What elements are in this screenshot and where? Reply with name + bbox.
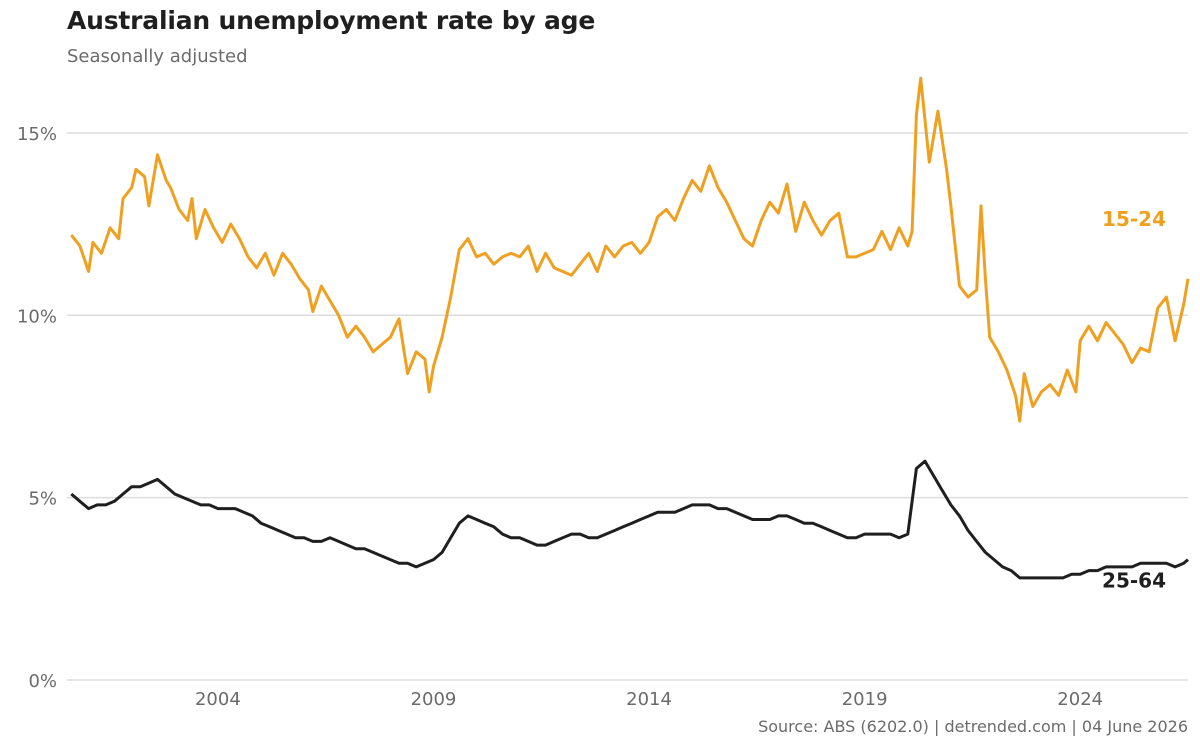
- series-lines: [70, 76, 1190, 580]
- x-axis-ticks: 2004 2009 2014 2019 2024: [195, 689, 1103, 710]
- x-tick-label: 2019: [842, 689, 888, 710]
- x-tick-label: 2024: [1057, 689, 1103, 710]
- source-note: Source: ABS (6202.0) | detrended.com | 0…: [758, 717, 1188, 736]
- series-labels: 15-24 25-64: [1102, 207, 1166, 593]
- series-line-25-64: [70, 459, 1189, 580]
- series-label-15-24: 15-24: [1102, 207, 1166, 231]
- y-tick-label: 0%: [28, 671, 57, 692]
- y-tick-label: 10%: [17, 306, 57, 327]
- y-tick-label: 5%: [28, 489, 57, 510]
- chart-title: Australian unemployment rate by age: [67, 6, 596, 35]
- x-tick-label: 2014: [626, 689, 672, 710]
- gridlines: [67, 132, 1188, 681]
- x-tick-label: 2004: [195, 689, 241, 710]
- y-axis-ticks: 0% 5% 10% 15%: [17, 124, 57, 692]
- y-tick-label: 15%: [17, 124, 57, 145]
- x-tick-label: 2009: [411, 689, 457, 710]
- chart-subtitle: Seasonally adjusted: [67, 46, 248, 67]
- series-line-15-24: [70, 76, 1190, 423]
- series-label-25-64: 25-64: [1102, 569, 1166, 593]
